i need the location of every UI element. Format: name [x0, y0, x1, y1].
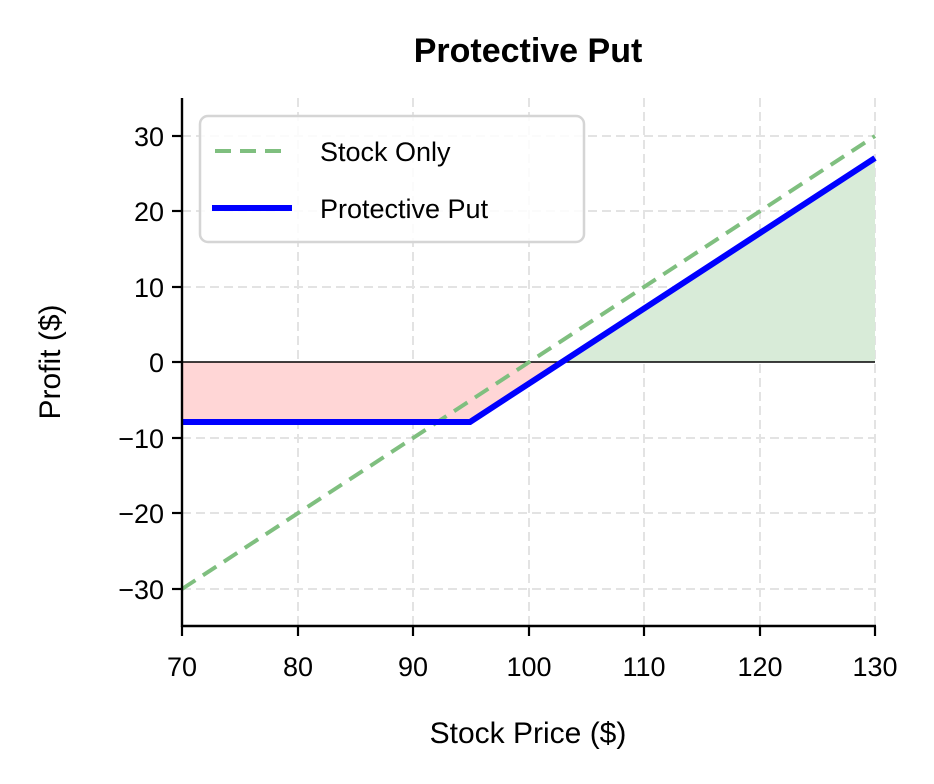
- y-tick-label: 10: [134, 273, 164, 303]
- x-tick-label: 130: [852, 652, 897, 682]
- tick-marks: [172, 134, 877, 636]
- y-axis-label: Profit ($): [34, 304, 67, 419]
- y-tick-label: 0: [149, 348, 164, 378]
- x-tick-label: 100: [506, 652, 551, 682]
- y-tick-label: 20: [134, 197, 164, 227]
- x-axis-label: Stock Price ($): [430, 717, 627, 750]
- y-tick-label: −10: [118, 424, 164, 454]
- x-tick-label: 90: [398, 652, 428, 682]
- loss-region-fill: [182, 362, 563, 422]
- x-tick-label: 120: [737, 652, 782, 682]
- x-tick-label: 80: [283, 652, 313, 682]
- y-tick-label: 30: [134, 122, 164, 152]
- stock-only-line: [180, 134, 877, 591]
- chart-title: Protective Put: [414, 32, 643, 70]
- x-tick-label: 70: [167, 652, 197, 682]
- legend-label-stock-only: Stock Only: [320, 137, 451, 167]
- protective-put-line: [182, 155, 877, 425]
- y-tick-label: −30: [118, 575, 164, 605]
- x-tick-label: 110: [622, 652, 665, 682]
- x-tick-labels: 70 80 90 100 110 120 130: [167, 652, 898, 682]
- y-tick-label: −20: [118, 499, 164, 529]
- legend-label-protective-put: Protective Put: [320, 194, 489, 224]
- legend: Stock Only Protective Put: [198, 114, 586, 244]
- y-tick-labels: 30 20 10 0 −10 −20 −30: [118, 122, 164, 605]
